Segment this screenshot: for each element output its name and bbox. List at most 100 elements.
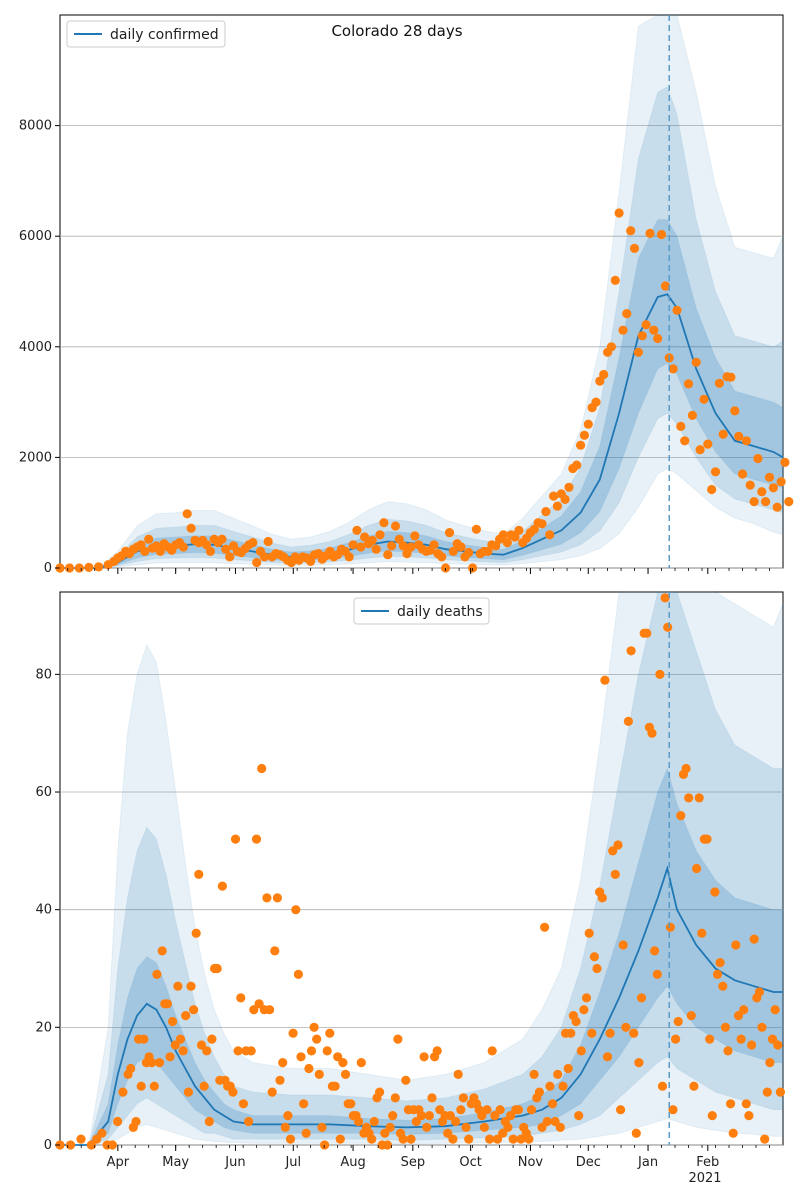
confirmed-observed-point <box>757 487 767 497</box>
deaths-observed-point <box>170 1040 180 1050</box>
confirmed-observed-point <box>394 534 404 544</box>
deaths-observed-point <box>739 1005 749 1015</box>
deaths-observed-point <box>445 1111 455 1121</box>
x-tick-label: Jul <box>284 1155 301 1170</box>
deaths-observed-point <box>767 1034 778 1044</box>
deaths-observed-point <box>317 1122 327 1132</box>
deaths-observed-points <box>55 593 786 1150</box>
deaths-observed-point <box>762 1087 772 1097</box>
deaths-observed-point <box>576 1046 586 1056</box>
deaths-observed-point <box>487 1046 497 1056</box>
deaths-observed-point <box>186 981 196 991</box>
confirmed-observed-point <box>726 372 736 382</box>
deaths-observed-point <box>728 1128 738 1138</box>
deaths-observed-point <box>503 1122 513 1132</box>
deaths-observed-point <box>304 1063 314 1074</box>
confirmed-observed-point <box>564 482 574 492</box>
deaths-observed-point <box>608 846 618 856</box>
deaths-observed-point <box>715 958 725 968</box>
deaths-observed-point <box>199 1081 209 1091</box>
deaths-observed-point <box>309 1022 319 1032</box>
deaths-observed-point <box>76 1134 86 1144</box>
deaths-observed-point <box>671 1034 681 1044</box>
deaths-observed-point <box>320 1140 330 1150</box>
x-tick-label: Nov <box>518 1155 544 1170</box>
confirmed-observed-point <box>371 544 381 554</box>
confirmed-observed-point <box>714 378 725 388</box>
confirmed-observed-point <box>259 552 269 562</box>
deaths-observed-point <box>131 1116 141 1127</box>
deaths-observed-point <box>147 1058 157 1068</box>
confirmed-observed-point <box>772 502 782 512</box>
confirmed-observed-point <box>649 325 659 335</box>
x-tick-label: Sep <box>401 1155 426 1170</box>
deaths-observed-point <box>566 1028 576 1038</box>
deaths-observed-point <box>419 1052 429 1062</box>
deaths-observed-point <box>550 1116 560 1127</box>
deaths-observed-point <box>136 1081 146 1091</box>
deaths-observed-point <box>280 1122 290 1132</box>
confirmed-observed-point <box>629 243 640 253</box>
deaths-observed-point <box>741 1099 751 1109</box>
deaths-observed-point <box>354 1116 364 1127</box>
x-tick-label: Jan <box>637 1155 658 1170</box>
deaths-observed-point <box>233 1046 243 1056</box>
deaths-observed-point <box>162 999 172 1009</box>
deaths-observed-point <box>246 1046 256 1056</box>
deaths-observed-point <box>340 1069 351 1079</box>
deaths-observed-point <box>477 1111 487 1121</box>
deaths-observed-point <box>382 1140 392 1150</box>
deaths-observed-point <box>272 893 282 903</box>
deaths-observed-point <box>168 1016 178 1027</box>
deaths-observed-point <box>723 1046 733 1056</box>
deaths-observed-point <box>278 1058 288 1068</box>
deaths-observed-point <box>676 811 686 821</box>
deaths-observed-point <box>747 1040 757 1050</box>
deaths-observed-point <box>626 646 636 656</box>
deaths-observed-point <box>616 1105 626 1115</box>
confirmed-observed-point <box>606 342 617 352</box>
deaths-observed-point <box>479 1122 489 1132</box>
confirmed-observed-point <box>205 546 215 557</box>
confirmed-observed-point <box>545 530 555 540</box>
deaths-observed-point <box>540 922 550 932</box>
confirmed-plot-frame <box>59 14 784 569</box>
confirmed-observed-point <box>498 530 508 540</box>
deaths-observed-point <box>571 1016 581 1027</box>
deaths-observed-point <box>118 1087 128 1097</box>
confirmed-observed-point <box>221 544 231 554</box>
confirmed-observed-point <box>514 525 524 536</box>
deaths-observed-point <box>296 1052 306 1062</box>
deaths-x-ticks: Apr May Jun Jul Aug Sep Oct Nov Dec Jan Feb <box>67 1145 770 1170</box>
deaths-observed-point <box>702 834 712 844</box>
confirmed-observed-point <box>560 494 570 504</box>
confirmed-observed-point <box>379 518 389 528</box>
deaths-observed-point <box>754 987 765 997</box>
deaths-observed-point <box>684 793 694 803</box>
deaths-observed-point <box>461 1122 471 1132</box>
deaths-observed-point <box>542 1116 552 1127</box>
confirmed-x-ticks <box>67 568 770 574</box>
deaths-observed-point <box>636 993 647 1003</box>
deaths-observed-point <box>257 763 267 774</box>
confirmed-observed-point <box>356 542 366 552</box>
deaths-observed-point <box>385 1122 395 1132</box>
deaths-observed-point <box>692 863 702 874</box>
deaths-observed-point <box>191 928 201 938</box>
confirmed-legend-label: daily confirmed <box>110 27 219 43</box>
confirmed-observed-point <box>74 563 84 573</box>
deaths-observed-point <box>427 1093 437 1103</box>
deaths-observed-point <box>736 1034 746 1044</box>
confirmed-observed-point <box>599 369 609 380</box>
deaths-observed-point <box>204 1116 214 1127</box>
deaths-observed-point <box>600 675 610 685</box>
deaths-observed-point <box>196 1040 207 1050</box>
x-tick-label: Oct <box>459 1155 481 1170</box>
confirmed-observed-point <box>741 436 752 446</box>
deaths-observed-point <box>705 1034 715 1044</box>
deaths-observed-point <box>587 1028 597 1038</box>
confirmed-observed-point <box>768 483 779 493</box>
deaths-observed-point <box>154 1058 165 1068</box>
confirmed-observed-point <box>653 333 663 344</box>
deaths-observed-point <box>613 840 623 850</box>
